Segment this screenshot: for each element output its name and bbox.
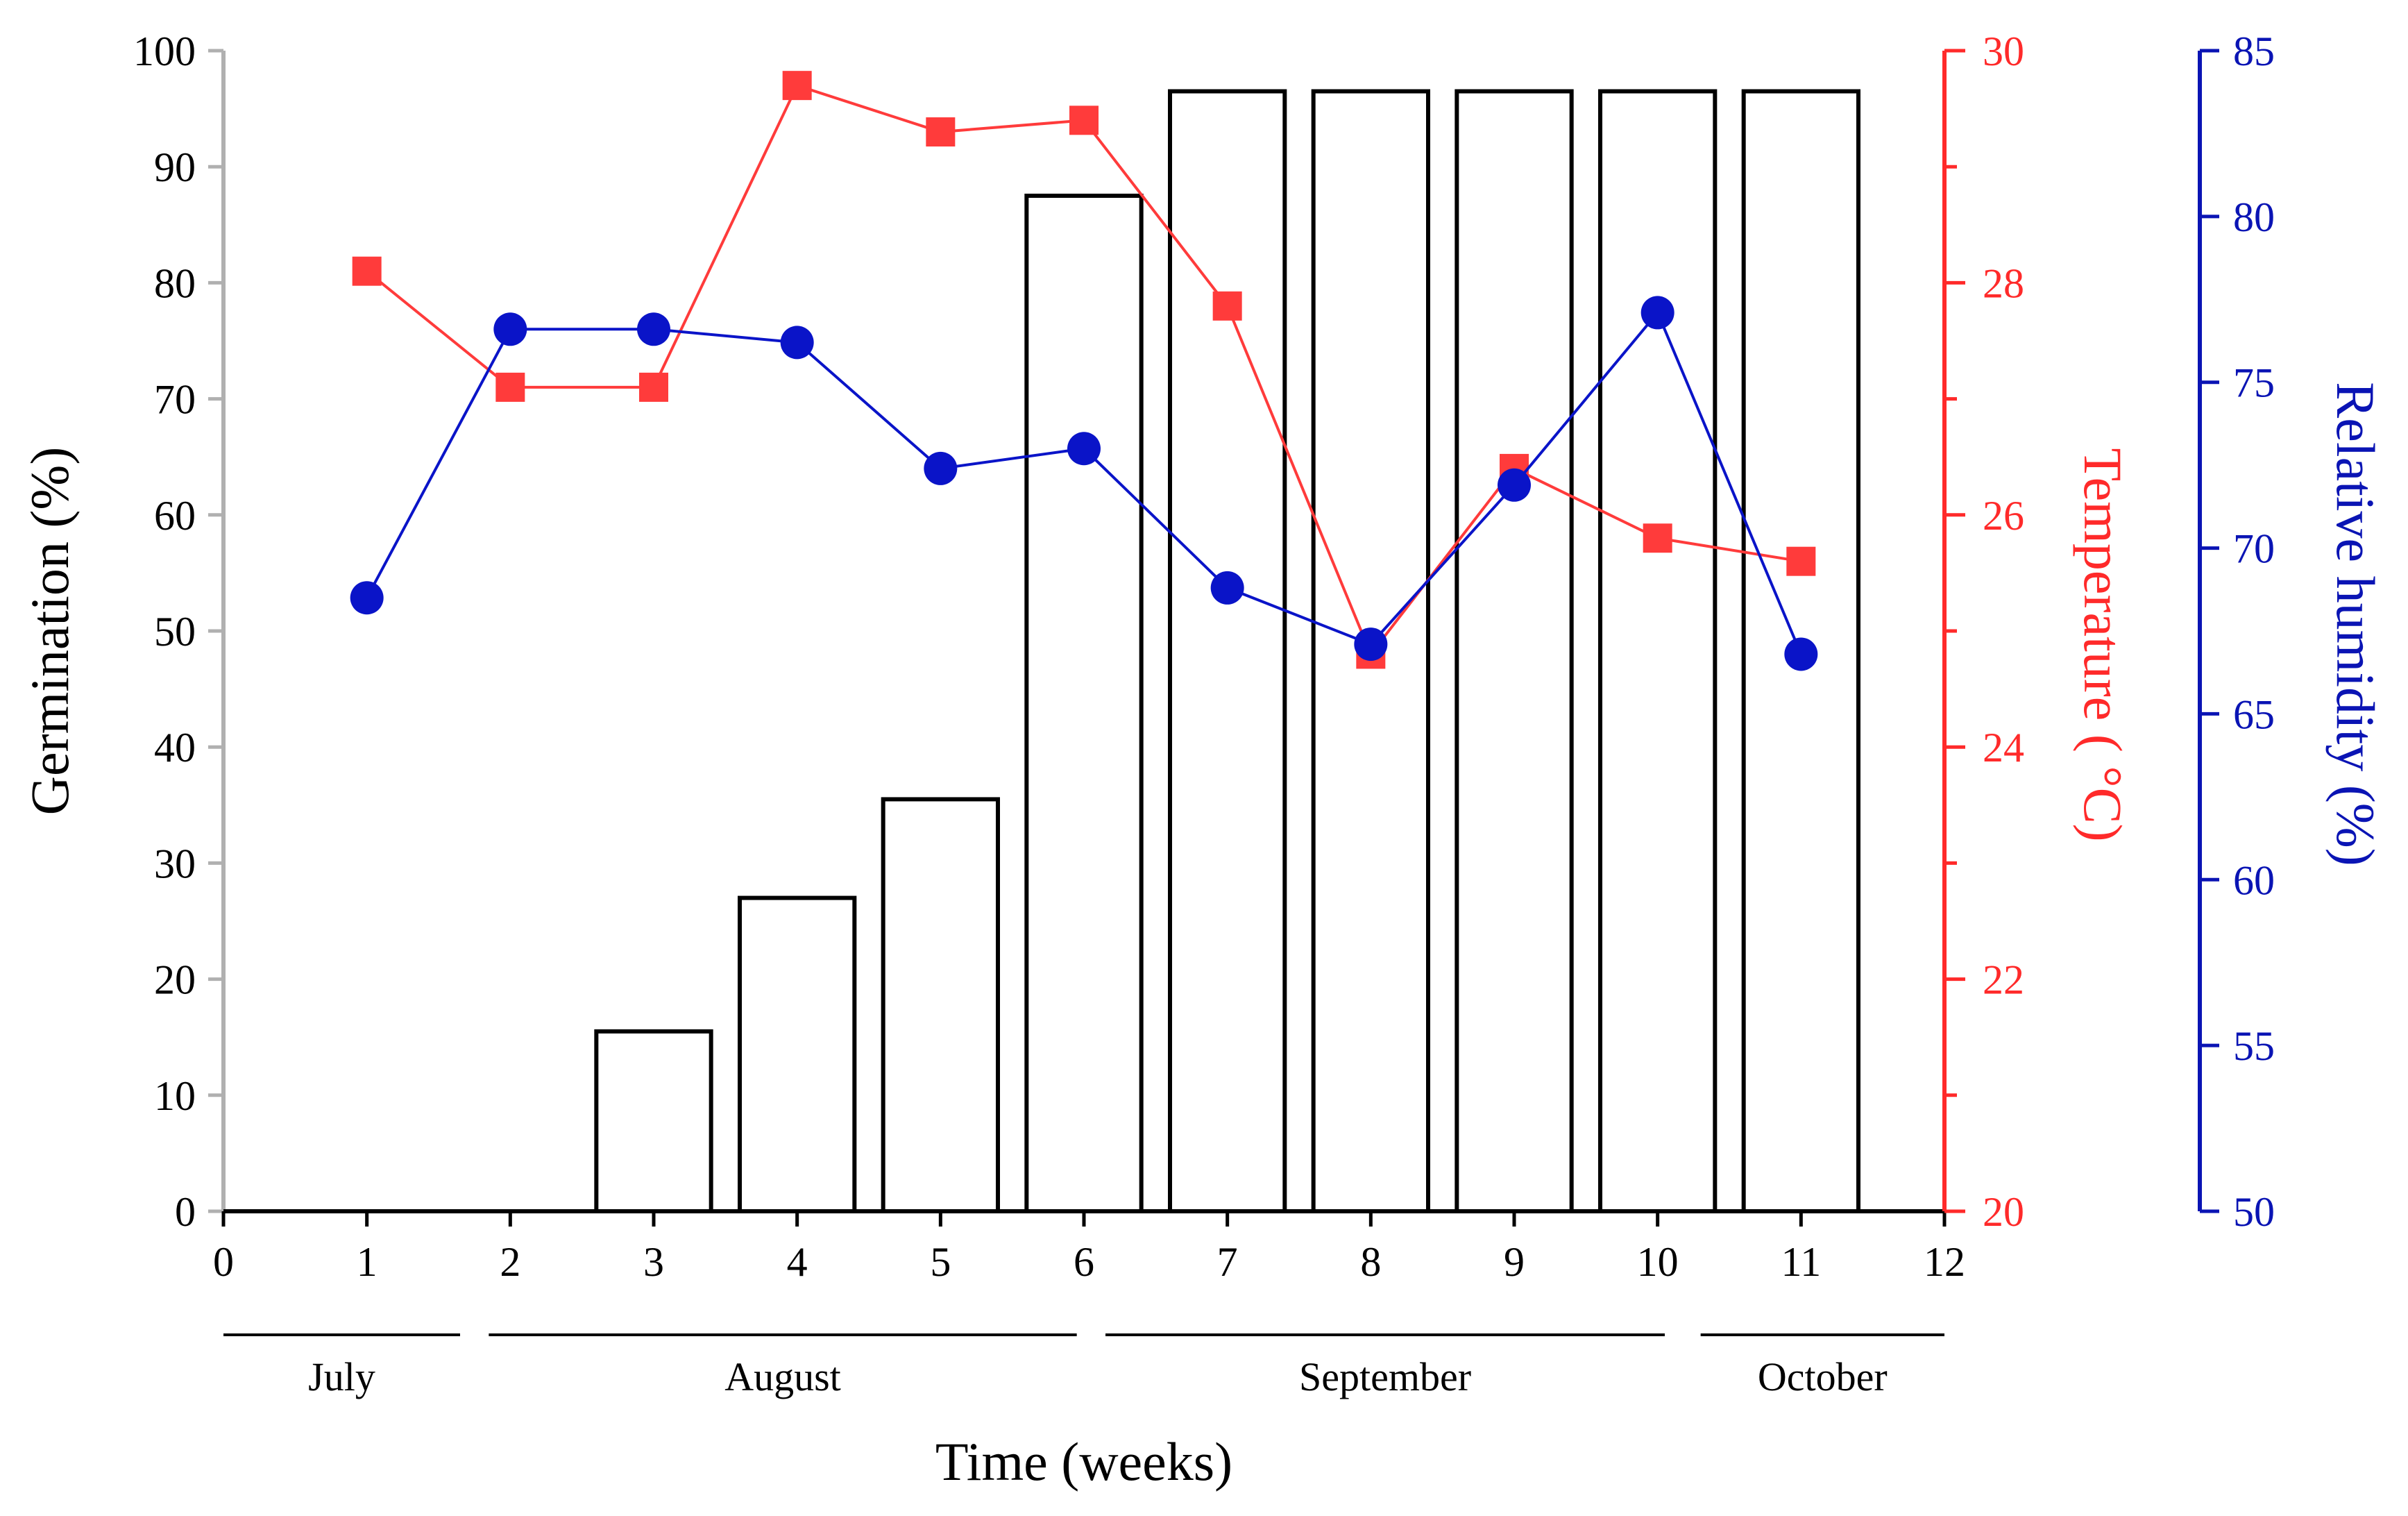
x-tick-label: 11 xyxy=(1781,1239,1821,1285)
humidity-point-week-8 xyxy=(1354,628,1388,662)
humidity-tick-label: 55 xyxy=(2233,1023,2275,1069)
temperature-axis-title: Temperature ( °C) xyxy=(2073,448,2133,841)
left-tick-label: 80 xyxy=(154,260,196,306)
month-label: October xyxy=(1758,1354,1888,1399)
humidity-tick-label: 80 xyxy=(2233,194,2275,240)
germination-bar-week-10 xyxy=(1598,89,1718,1213)
x-tick-label: 5 xyxy=(930,1239,951,1285)
temperature-point-week-11 xyxy=(1786,546,1816,576)
humidity-tick-label: 60 xyxy=(2233,857,2275,903)
temperature-tick-label: 26 xyxy=(1983,493,2024,539)
left-tick-label: 100 xyxy=(133,28,196,74)
germination-bar-week-9 xyxy=(1455,89,1574,1213)
temperature-point-week-6 xyxy=(1069,106,1099,135)
temperature-point-week-7 xyxy=(1212,291,1242,321)
humidity-point-week-2 xyxy=(493,312,527,346)
temperature-point-week-3 xyxy=(639,372,668,402)
x-tick-label: 10 xyxy=(1637,1239,1679,1285)
x-tick-label: 4 xyxy=(787,1239,808,1285)
x-tick-label: 12 xyxy=(1924,1239,1965,1285)
left-tick-label: 60 xyxy=(154,493,196,539)
temperature-tick-label: 24 xyxy=(1983,725,2024,770)
left-tick-label: 70 xyxy=(154,377,196,423)
germination-bars xyxy=(594,89,1861,1214)
left-tick-label: 90 xyxy=(154,144,196,190)
temperature-point-week-2 xyxy=(495,372,525,402)
left-tick-label: 0 xyxy=(175,1189,196,1235)
month-label: July xyxy=(308,1354,375,1399)
humidity-point-week-4 xyxy=(780,326,814,360)
x-tick-label: 8 xyxy=(1360,1239,1381,1285)
humidity-point-week-11 xyxy=(1784,637,1818,671)
temperature-point-week-4 xyxy=(782,71,812,101)
left-tick-label: 40 xyxy=(154,725,196,770)
humidity-tick-label: 70 xyxy=(2233,526,2275,572)
month-label: September xyxy=(1299,1354,1471,1399)
left-tick-label: 30 xyxy=(154,841,196,886)
humidity-point-week-10 xyxy=(1640,296,1674,330)
germination-bar-week-3 xyxy=(594,1029,713,1213)
x-tick-label: 9 xyxy=(1504,1239,1525,1285)
x-tick-label: 0 xyxy=(213,1239,234,1285)
temperature-point-week-1 xyxy=(352,256,382,286)
humidity-tick-label: 65 xyxy=(2233,691,2275,737)
temperature-line xyxy=(366,83,1801,657)
left-tick-label: 10 xyxy=(154,1073,196,1119)
humidity-tick-label: 50 xyxy=(2233,1189,2275,1235)
humidity-tick-label: 75 xyxy=(2233,360,2275,406)
x-tick-label: 7 xyxy=(1217,1239,1238,1285)
x-tick-label: 2 xyxy=(500,1239,520,1285)
left-tick-label: 50 xyxy=(154,609,196,655)
temperature-series xyxy=(352,71,1816,669)
humidity-point-week-1 xyxy=(350,581,384,615)
humidity-point-week-3 xyxy=(637,312,670,346)
temperature-tick-label: 28 xyxy=(1983,260,2024,306)
temperature-point-week-5 xyxy=(926,117,956,147)
temperature-tick-label: 22 xyxy=(1983,957,2024,1003)
x-tick-label: 3 xyxy=(643,1239,664,1285)
axes xyxy=(208,49,2219,1336)
humidity-line xyxy=(365,310,1803,655)
germination-bar-week-5 xyxy=(881,797,1000,1213)
germination-bar-week-4 xyxy=(738,895,857,1214)
humidity-point-week-6 xyxy=(1067,432,1101,466)
temperature-point-week-10 xyxy=(1643,523,1672,553)
humidity-axis-title: Relative humidity (%) xyxy=(2325,382,2386,866)
germination-bar-week-7 xyxy=(1168,89,1287,1213)
humidity-point-week-5 xyxy=(924,451,958,485)
left-tick-label: 20 xyxy=(154,957,196,1003)
month-label: August xyxy=(724,1354,841,1399)
x-tick-label: 6 xyxy=(1074,1239,1094,1285)
humidity-series xyxy=(350,296,1818,671)
humidity-point-week-7 xyxy=(1210,571,1244,605)
x-tick-label: 1 xyxy=(357,1239,378,1285)
humidity-tick-label: 85 xyxy=(2233,28,2275,74)
temperature-tick-label: 20 xyxy=(1983,1189,2024,1235)
humidity-point-week-9 xyxy=(1498,468,1531,502)
germination-bar-week-6 xyxy=(1024,194,1144,1213)
left-axis-title: Germination (%) xyxy=(19,447,80,816)
x-axis-title: Time (weeks) xyxy=(935,1431,1232,1492)
temperature-tick-label: 30 xyxy=(1983,28,2024,74)
